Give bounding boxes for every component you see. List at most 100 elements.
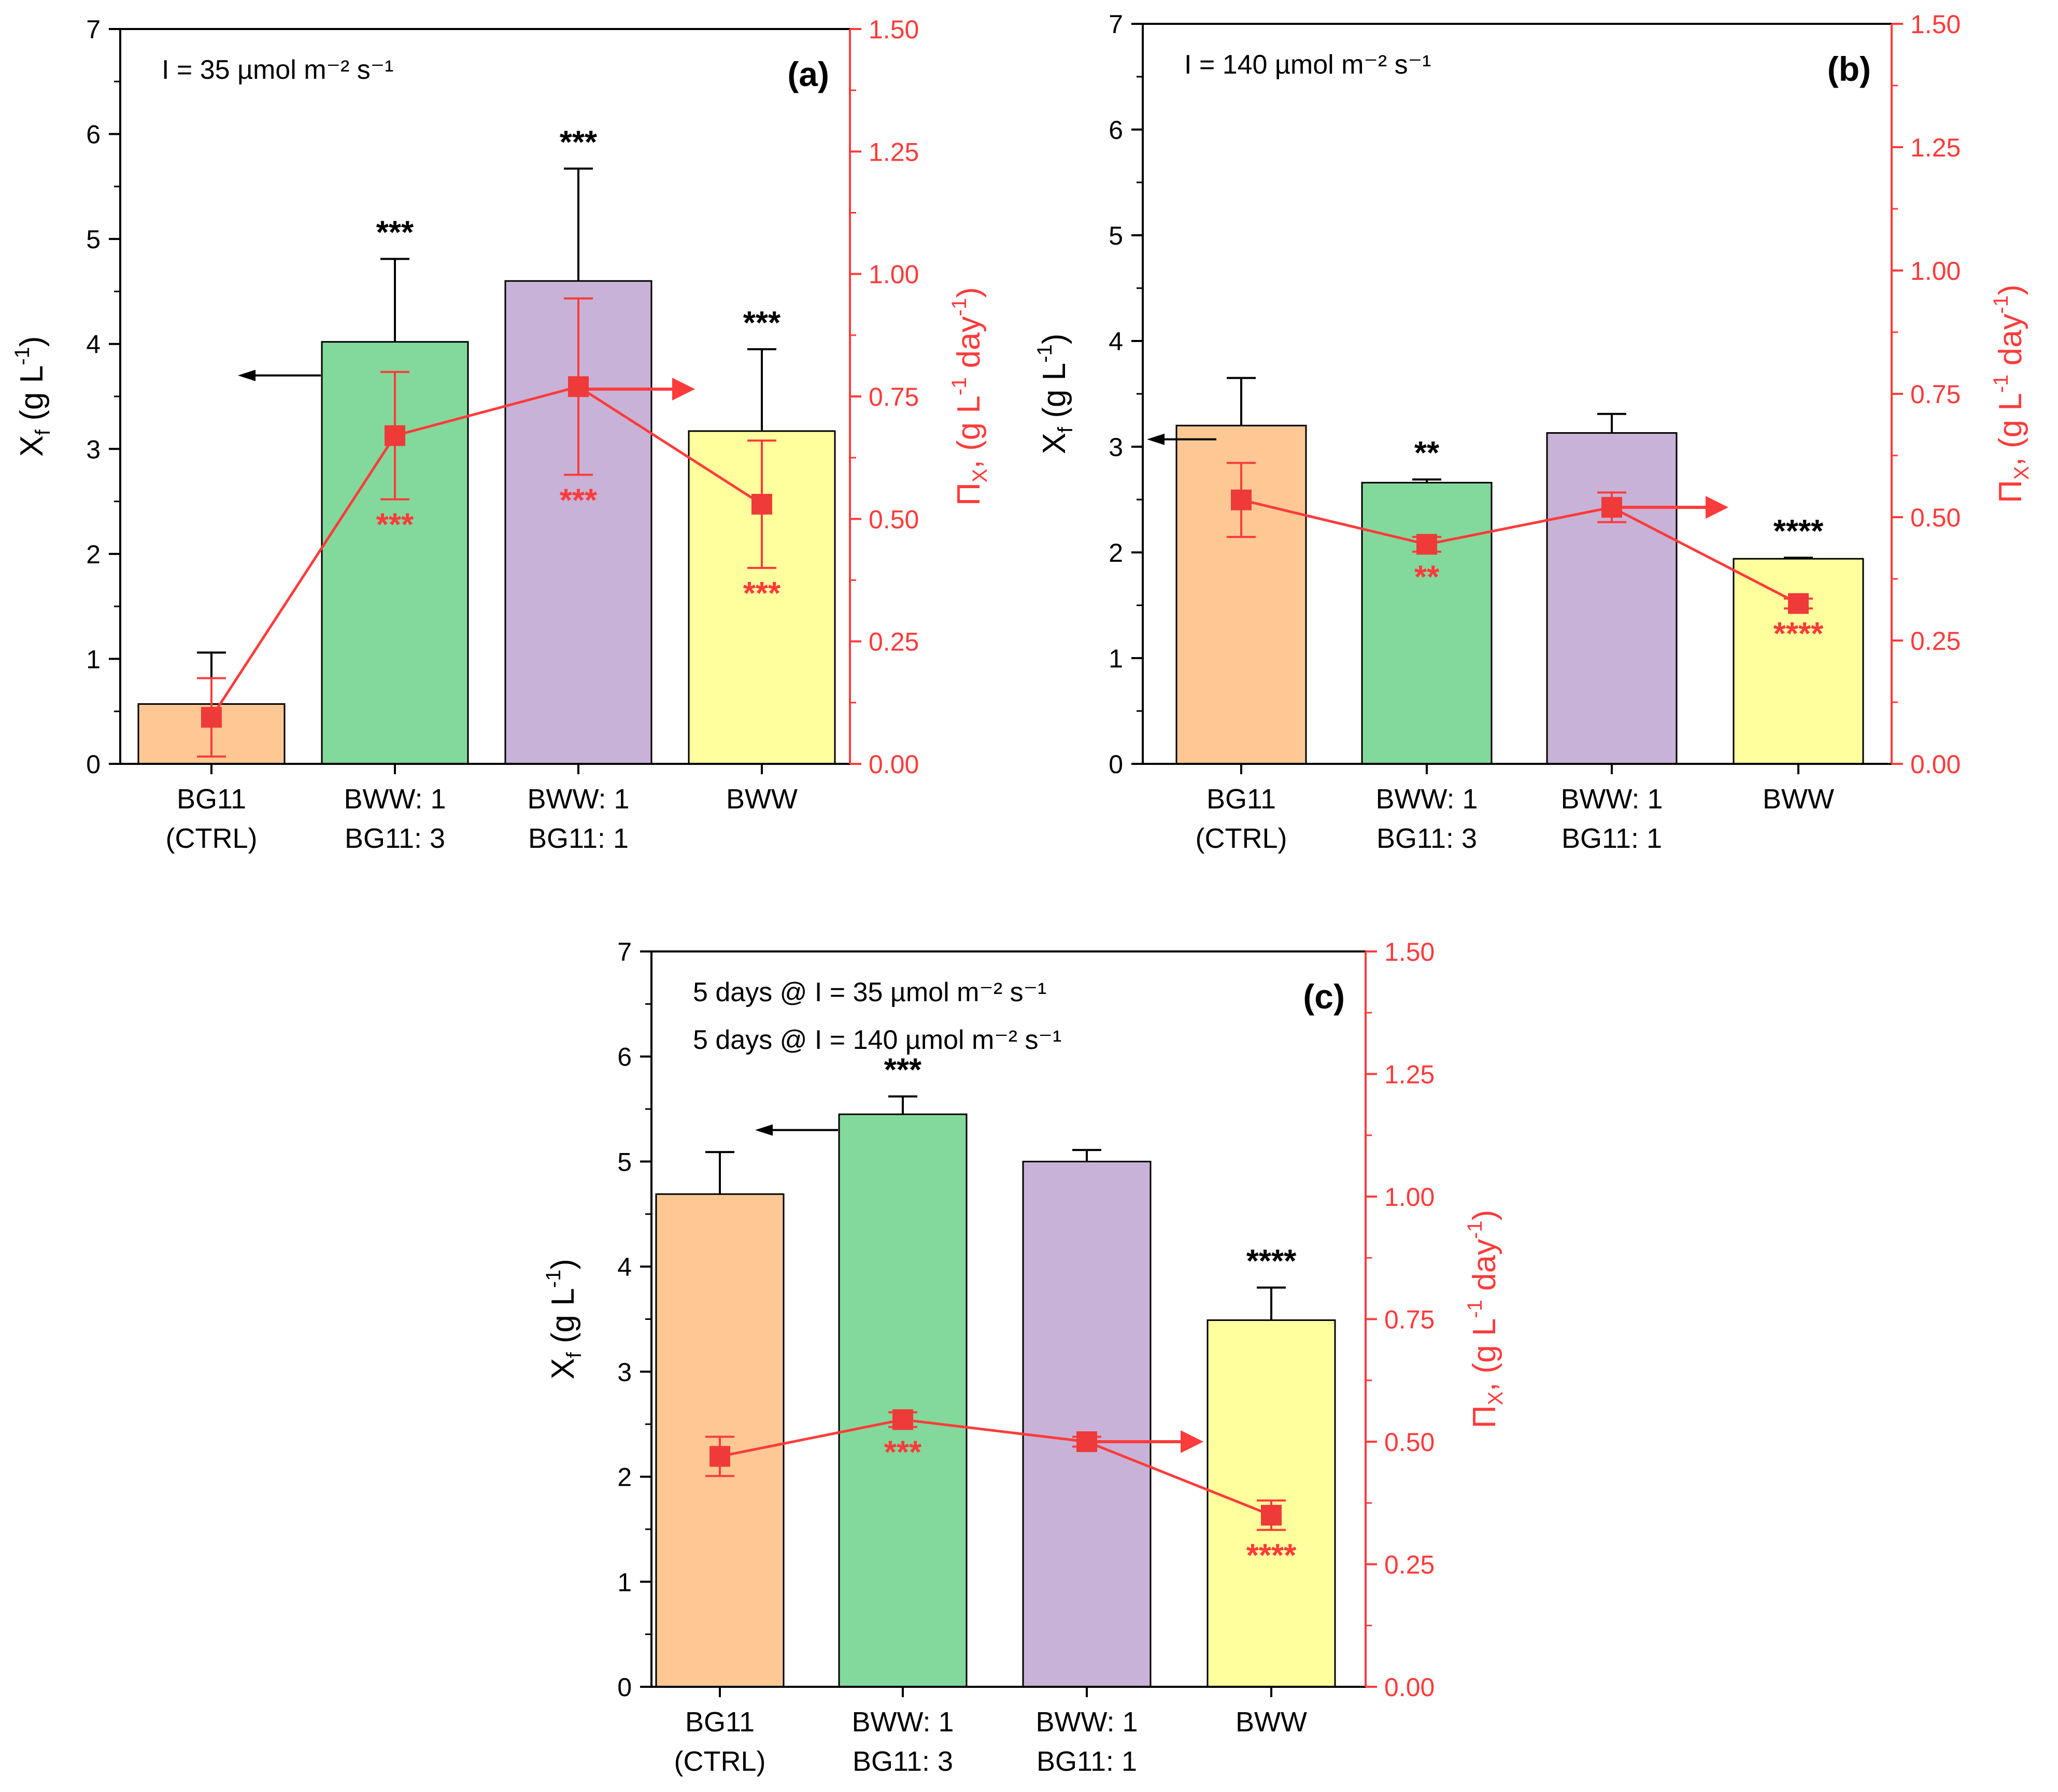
left-tick-label: 5 bbox=[86, 225, 101, 254]
category-label-1: BWW: 1 BG11: 3 bbox=[1375, 784, 1478, 854]
right-tick-label: 1.00 bbox=[869, 260, 919, 289]
right-axis-title-sub: X bbox=[1484, 1391, 1507, 1405]
category-label-line: BWW: 1 bbox=[851, 1706, 954, 1738]
left-tick-label: 4 bbox=[617, 1253, 632, 1282]
left-tick-label: 6 bbox=[1109, 116, 1123, 145]
left-tick-label: 7 bbox=[617, 937, 632, 966]
right-tick-label: 0.50 bbox=[1384, 1428, 1435, 1457]
right-tick-label: 0.00 bbox=[869, 750, 919, 779]
left-tick-label: 3 bbox=[1109, 433, 1123, 462]
category-label-3: BWW bbox=[1763, 784, 1834, 815]
right-axis-arrow-head bbox=[1181, 1430, 1203, 1453]
condition-annotation-0: I = 35 µmol m⁻² s⁻¹ bbox=[162, 55, 393, 85]
right-axis-arrow-head bbox=[672, 377, 695, 401]
point-marker-0 bbox=[709, 1446, 730, 1467]
right-tick-label: 0.00 bbox=[1910, 750, 1961, 779]
left-tick-label: 2 bbox=[1109, 538, 1123, 567]
right-axis-title-sup2: -1 bbox=[948, 298, 971, 317]
left-axis-arrow-head bbox=[238, 369, 256, 381]
left-axis-title: Xf (g L-1) bbox=[1033, 334, 1077, 454]
right-tick-label: 1.25 bbox=[869, 137, 919, 166]
left-tick-label: 3 bbox=[86, 435, 101, 464]
point-marker-0 bbox=[1231, 489, 1252, 510]
right-axis-title-main: Π bbox=[951, 482, 987, 506]
panel-c: *******012345670.000.250.500.751.001.251… bbox=[542, 937, 1507, 1777]
point-significance-2: *** bbox=[560, 482, 598, 518]
left-tick-label: 2 bbox=[617, 1463, 632, 1492]
productivity-line bbox=[719, 1418, 1272, 1517]
right-tick-label: 0.25 bbox=[1910, 627, 1961, 656]
productivity-line bbox=[210, 385, 763, 718]
left-tick-label: 3 bbox=[617, 1358, 632, 1387]
left-axis-arrow-head bbox=[755, 1124, 773, 1136]
right-axis-title: ΠX, (g L-1 day-1) bbox=[948, 287, 991, 506]
left-tick-label: 1 bbox=[86, 645, 101, 674]
right-tick-label: 1.25 bbox=[1384, 1060, 1435, 1089]
right-axis-title-sup1: -1 bbox=[1990, 375, 2012, 393]
left-tick-label: 6 bbox=[86, 120, 101, 149]
left-axis-title-end: ) bbox=[1037, 334, 1072, 345]
right-axis-title-mid: day bbox=[1467, 1239, 1502, 1300]
category-label-line: BG11: 3 bbox=[345, 823, 445, 854]
left-axis-title-sup: -1 bbox=[1033, 344, 1056, 363]
left-axis-title-rest: (g L bbox=[14, 365, 50, 430]
bar-significance-3: **** bbox=[1773, 514, 1824, 549]
right-axis-title-mid: day bbox=[951, 316, 987, 377]
left-axis-title-sub: f bbox=[32, 429, 54, 435]
left-axis-title-rest: (g L bbox=[1037, 363, 1072, 427]
bar-significance-1: *** bbox=[376, 215, 414, 251]
right-axis-title-sub: X bbox=[2010, 466, 2033, 480]
point-marker-2 bbox=[1601, 496, 1622, 518]
left-axis-title-main: X bbox=[14, 435, 50, 457]
point-marker-0 bbox=[201, 707, 222, 728]
left-axis-title-sub: f bbox=[563, 1352, 586, 1358]
right-tick-label: 0.00 bbox=[1384, 1673, 1435, 1702]
category-label-1: BWW: 1 BG11: 3 bbox=[851, 1706, 954, 1777]
point-marker-2 bbox=[1076, 1431, 1097, 1452]
category-label-line: BG11: 3 bbox=[1376, 823, 1477, 854]
left-axis-title-sup: -1 bbox=[542, 1270, 565, 1288]
point-marker-3 bbox=[751, 493, 772, 515]
point-marker-1 bbox=[385, 425, 405, 446]
category-label-line: BG11: 3 bbox=[853, 1746, 953, 1777]
right-axis-title-sup2: -1 bbox=[1990, 295, 2012, 314]
category-label-line: BWW: 1 bbox=[527, 784, 629, 815]
left-tick-label: 4 bbox=[1109, 327, 1123, 356]
category-label-1: BWW: 1 BG11: 3 bbox=[344, 784, 446, 854]
right-axis-title-end: ) bbox=[1467, 1210, 1502, 1221]
right-axis-arrow-head bbox=[1706, 495, 1728, 519]
right-axis-title-sub: X bbox=[969, 468, 991, 482]
right-axis-title-sup2: -1 bbox=[1464, 1220, 1486, 1239]
left-axis-title: Xf (g L-1) bbox=[11, 336, 54, 457]
category-label-line: BWW bbox=[1236, 1706, 1307, 1738]
point-significance-3: **** bbox=[1773, 616, 1824, 652]
right-tick-label: 1.50 bbox=[869, 15, 919, 44]
left-axis-title-end: ) bbox=[14, 336, 50, 347]
panel-b: ******012345670.000.250.500.751.001.251.… bbox=[1033, 10, 2033, 854]
right-tick-label: 0.25 bbox=[869, 628, 919, 657]
right-tick-label: 0.75 bbox=[869, 382, 919, 411]
left-axis-title: Xf (g L-1) bbox=[542, 1259, 586, 1379]
point-marker-1 bbox=[892, 1409, 913, 1430]
bar-1 bbox=[838, 1113, 968, 1688]
bar-significance-2: *** bbox=[560, 124, 598, 160]
category-label-line: BWW bbox=[1763, 784, 1834, 815]
right-axis-title-rest: , (g L bbox=[1467, 1318, 1502, 1391]
point-significance-1: *** bbox=[376, 507, 414, 543]
left-tick-label: 7 bbox=[86, 15, 101, 44]
category-label-line: BG11 bbox=[1207, 784, 1276, 815]
condition-annotation-1: 5 days @ I = 140 µmol m⁻² s⁻¹ bbox=[693, 1025, 1061, 1055]
left-tick-label: 1 bbox=[617, 1568, 632, 1597]
left-axis-title-sup: -1 bbox=[11, 347, 34, 365]
panel-label: (b) bbox=[1827, 50, 1871, 88]
right-axis-title-rest: , (g L bbox=[951, 395, 987, 468]
left-tick-label: 2 bbox=[86, 540, 101, 569]
category-label-2: BWW: 1 BG11: 1 bbox=[527, 784, 629, 854]
right-tick-label: 1.00 bbox=[1910, 257, 1961, 286]
left-tick-label: 4 bbox=[86, 330, 101, 359]
point-marker-2 bbox=[568, 376, 589, 397]
category-label-line: BG11 bbox=[685, 1706, 755, 1738]
point-significance-3: **** bbox=[1246, 1538, 1297, 1573]
category-label-3: BWW bbox=[1236, 1706, 1307, 1738]
